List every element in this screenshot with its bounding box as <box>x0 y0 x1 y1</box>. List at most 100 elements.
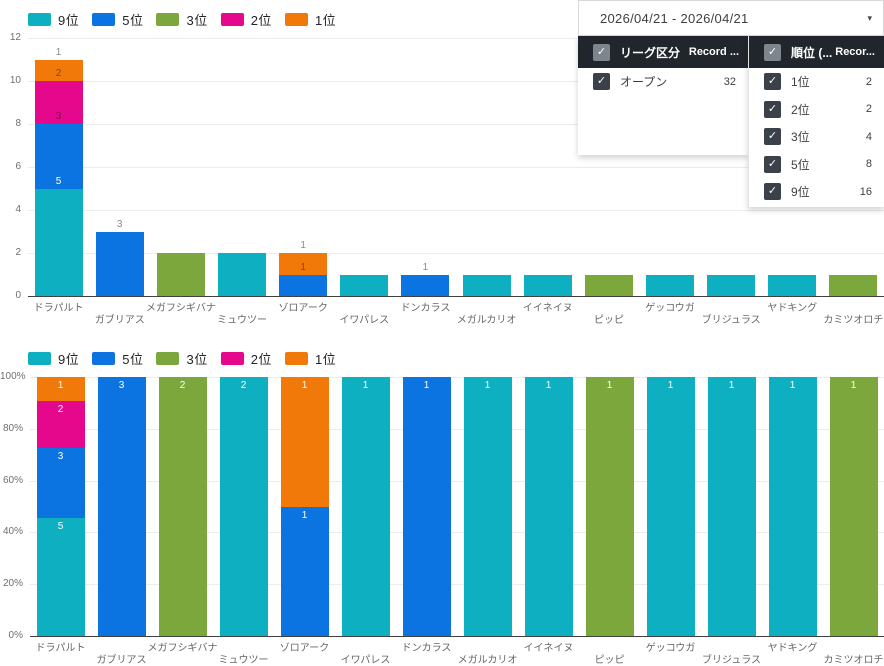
option-checkbox[interactable]: ✓ <box>764 128 781 146</box>
bar-segment[interactable] <box>768 377 817 636</box>
legend-item[interactable]: 1位 <box>284 10 337 29</box>
legend-item[interactable]: 3位 <box>156 349 207 368</box>
x-axis-category-label: メガルカリオ <box>457 655 518 666</box>
y-axis-tick-label: 6 <box>15 161 21 172</box>
bar-segment[interactable] <box>402 377 451 636</box>
bar-segment[interactable] <box>829 377 878 636</box>
bar-segment[interactable] <box>340 274 389 296</box>
option-checkbox[interactable]: ✓ <box>764 155 781 173</box>
x-axis-category-label: ピッピ <box>593 315 624 326</box>
bar-segment[interactable] <box>218 253 266 296</box>
filter-header-league[interactable]: ✓ リーグ区分 Record ... <box>578 36 748 68</box>
bar-segment[interactable] <box>280 506 329 636</box>
legend-swatch <box>156 12 180 26</box>
filter-title: リーグ区分 <box>620 45 681 60</box>
option-label: 5位 <box>791 157 810 172</box>
bar-segment[interactable] <box>646 274 694 296</box>
bar-segment[interactable] <box>279 253 328 275</box>
bar-segment[interactable] <box>36 400 85 448</box>
x-axis-category-label: ドラパルト <box>35 643 86 654</box>
x-axis-category-label: ガブリアス <box>94 315 145 326</box>
rank-count-stacked-bar-chart: 0 2 4 6 8 10 12 ドラパルト ガブリアス メガフシギバナ ミュウツー ゾロアーク イワパレ… <box>10 32 884 326</box>
legend-item[interactable]: 2位 <box>220 10 272 29</box>
bar-segment[interactable] <box>36 447 85 519</box>
x-axis-category-label: イワパレス <box>339 315 390 326</box>
option-checkbox[interactable]: ✓ <box>593 73 610 91</box>
bar-segment[interactable] <box>829 274 878 296</box>
filter-option-open[interactable]: ✓ オープン 32 <box>578 68 748 96</box>
x-axis-category-label: ヤドキング <box>767 303 818 314</box>
bar-segment[interactable] <box>707 274 756 296</box>
data-label: 3 <box>116 218 123 230</box>
bar-segment[interactable] <box>34 81 83 124</box>
data-label: 1 <box>606 380 613 391</box>
bar-segment[interactable] <box>585 377 634 636</box>
legend-item[interactable]: 1位 <box>284 349 336 368</box>
legend-label: 1位 <box>314 12 337 28</box>
gridline <box>28 210 884 211</box>
legend-item[interactable]: 5位 <box>92 10 143 29</box>
bar-segment[interactable] <box>462 274 511 296</box>
data-label: 3 <box>57 450 64 462</box>
filter-option-rank9[interactable]: ✓ 9位 16 <box>749 178 884 206</box>
bar-segment[interactable] <box>401 274 450 296</box>
y-axis-tick-label: 4 <box>15 204 21 215</box>
bar-segment[interactable] <box>524 377 573 636</box>
gridline <box>30 532 884 534</box>
select-all-checkbox[interactable]: ✓ <box>764 43 781 61</box>
legend-item[interactable]: 3位 <box>156 10 207 29</box>
filter-option-rank2[interactable]: ✓ 2位 2 <box>749 96 884 124</box>
option-checkbox[interactable]: ✓ <box>764 100 781 118</box>
bar-segment[interactable] <box>463 377 512 636</box>
filter-option-rank5[interactable]: ✓ 5位 8 <box>749 151 884 179</box>
date-range-slicer[interactable]: 2026/04/21 - 2026/04/21 ▾ <box>578 0 884 36</box>
filter-header-rank[interactable]: ✓ 順位 (... Recor... <box>749 36 884 68</box>
bar-segment[interactable] <box>95 231 144 296</box>
legend-swatch <box>92 351 116 365</box>
bar-segment[interactable] <box>34 124 83 189</box>
data-label: 1 <box>300 261 306 273</box>
bar-segment[interactable] <box>584 274 633 296</box>
bar-segment[interactable] <box>36 377 85 401</box>
bar-segment[interactable] <box>36 518 85 636</box>
legend-label: 9位 <box>58 12 80 28</box>
x-axis-category-label: ピッピ <box>594 655 625 666</box>
legend-bottom-chart: 9位 5位 3位 2位 1位 <box>28 349 349 368</box>
bar-segment[interactable] <box>707 377 756 636</box>
data-label: 2 <box>179 380 186 391</box>
filter-title: 順位 (... <box>791 45 833 60</box>
check-icon: ✓ <box>596 45 607 58</box>
option-checkbox[interactable]: ✓ <box>764 183 781 201</box>
x-axis-category-label: ゲッコウガ <box>645 643 696 654</box>
bar-segment[interactable] <box>768 274 817 296</box>
y-axis-tick-label: 0 <box>15 290 21 301</box>
option-checkbox[interactable]: ✓ <box>764 73 781 91</box>
bar-segment[interactable] <box>158 377 207 636</box>
select-all-checkbox[interactable]: ✓ <box>593 43 610 61</box>
bar-segment[interactable] <box>279 274 328 296</box>
bar-segment[interactable] <box>156 253 205 296</box>
bar-segment[interactable] <box>97 377 146 636</box>
legend-item[interactable]: 2位 <box>220 349 272 368</box>
bar-segment[interactable] <box>34 59 83 81</box>
filter-record-column-label: Record ... <box>688 46 739 58</box>
filter-option-rank3[interactable]: ✓ 3位 4 <box>749 123 884 151</box>
legend-swatch <box>220 12 244 26</box>
bar-segment[interactable] <box>646 377 695 636</box>
legend-item[interactable]: 9位 <box>28 349 79 368</box>
bar-segment[interactable] <box>523 274 572 296</box>
legend-item[interactable]: 5位 <box>92 349 143 368</box>
bar-segment[interactable] <box>341 377 390 636</box>
date-range-value: 2026/04/21 - 2026/04/21 <box>600 10 749 26</box>
legend-item[interactable]: 9位 <box>28 10 79 29</box>
data-label: 1 <box>545 380 552 391</box>
gridline <box>28 124 884 125</box>
bar-segment[interactable] <box>280 377 329 507</box>
bar-segment[interactable] <box>219 377 268 636</box>
dropdown-caret-icon: ▾ <box>867 12 872 23</box>
x-axis-category-label: カミツオロチ <box>823 655 884 666</box>
gridline <box>30 377 884 378</box>
bar-segment[interactable] <box>34 188 83 296</box>
filter-option-rank1[interactable]: ✓ 1位 2 <box>749 68 884 96</box>
option-count: 2 <box>865 103 872 116</box>
